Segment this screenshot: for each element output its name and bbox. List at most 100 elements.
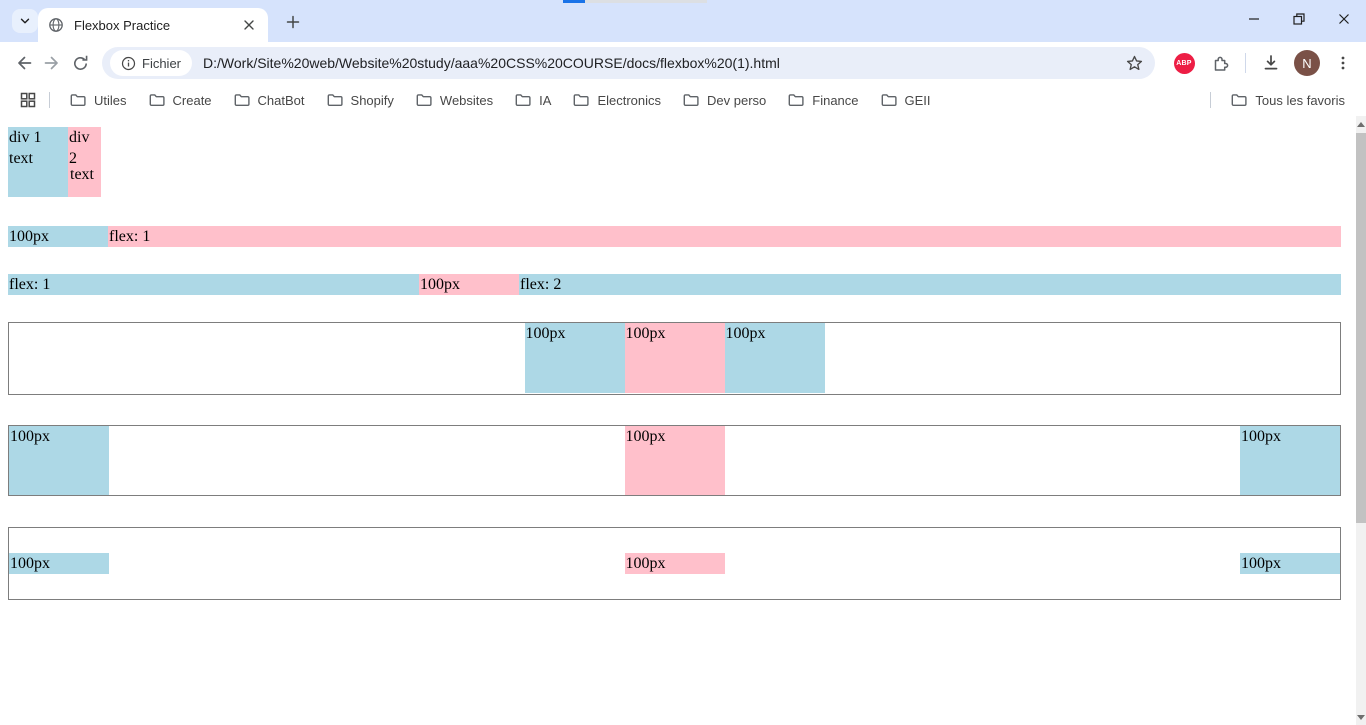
browser-toolbar: Fichier D:/Work/Site%20web/Website%20stu… [0,42,1366,84]
bookmark-label: GEII [904,92,931,108]
arrow-left-icon [14,53,34,73]
star-icon [1125,54,1144,73]
download-icon [1261,53,1281,73]
bookmark-label: Utiles [94,92,127,108]
toolbar-divider [1245,53,1246,73]
flex-demo-basic: div 1 text div 2 text [8,127,101,197]
bookmarks-divider [49,92,50,108]
toolbar-right: ABP N [1169,48,1358,78]
folder-icon [416,93,432,107]
bookmark-label: Create [172,92,212,108]
tab-title: Flexbox Practice [74,17,171,33]
address-bar[interactable]: Fichier D:/Work/Site%20web/Website%20stu… [102,47,1155,79]
profile-button[interactable]: N [1292,48,1322,78]
back-button[interactable] [10,49,38,77]
arrow-right-icon [42,53,62,73]
bookmark-folder-utiles[interactable]: Utiles [59,89,138,112]
menu-button[interactable] [1328,48,1358,78]
flex-item-grow2: flex: 2 [519,274,1341,295]
bookmark-folder-create[interactable]: Create [138,89,223,112]
flex-item: 100px [724,323,825,393]
title-bar: Flexbox Practice [0,0,1366,42]
globe-icon [48,17,64,33]
bookmark-label: Tous les favoris [1255,92,1345,108]
bookmark-star-button[interactable] [1121,50,1147,76]
bookmark-folder-shopify[interactable]: Shopify [316,89,405,112]
flex-demo-space-between-center: 100px 100px 100px [8,527,1341,600]
folder-icon [881,93,897,107]
folder-icon [70,93,86,107]
flex-item: 100px [9,426,109,495]
bookmarks-right: Tous les favoris [1201,89,1356,112]
flex-item-grow: flex: 1 [108,226,1341,247]
bookmark-folder-geii[interactable]: GEII [870,89,942,112]
flex-item-text: flex: 1 [9,276,51,293]
site-chip-label: Fichier [142,55,182,71]
abp-icon: ABP [1173,52,1195,74]
extensions-button[interactable] [1205,48,1235,78]
bookmark-folder-finance[interactable]: Finance [777,89,869,112]
scrollbar-down-button[interactable] [1356,709,1366,725]
all-bookmarks-folder[interactable]: Tous les favoris [1220,89,1356,112]
apps-grid-button[interactable] [16,88,40,112]
bookmark-label: ChatBot [257,92,305,108]
folder-icon [573,93,590,107]
page-content: div 1 text div 2 text 100px flex: 1 flex… [0,116,1366,725]
flex-item-grow1: flex: 1 [8,274,419,295]
flex-item: 100px [624,426,725,495]
flex-demo-grow-row2: flex: 1 100px flex: 2 [8,274,1341,295]
flex-item-text: 100px [10,555,50,572]
active-tab[interactable]: Flexbox Practice [38,8,268,42]
flex-item-text: 100px [625,428,666,445]
scrollbar-thumb[interactable] [1356,133,1366,523]
plus-icon [286,15,300,29]
flex-item-text: text [70,166,94,183]
flex-item: 100px [524,323,625,393]
forward-button[interactable] [38,49,66,77]
bookmark-folder-websites[interactable]: Websites [405,89,504,112]
triangle-down-icon [1357,715,1365,720]
url-text[interactable]: D:/Work/Site%20web/Website%20study/aaa%2… [203,55,780,71]
restore-icon [1290,10,1308,28]
top-accent-strip-grey [585,0,707,3]
bookmarks-bar: Utiles Create ChatBot Shopify Websites I… [0,84,1366,116]
bookmark-folder-electronics[interactable]: Electronics [562,89,672,112]
flex-item-text: 100px [625,555,666,572]
kebab-menu-icon [1335,55,1351,71]
flex-item: 100px [1240,426,1340,495]
flex-item: 100px [9,553,109,574]
close-window-button[interactable] [1321,0,1366,38]
tab-search-button[interactable] [12,9,38,33]
top-accent-strip-blue [563,0,585,3]
flex-demo-grow-row1: 100px flex: 1 [8,226,1341,247]
flex-item-text: flex: 2 [520,276,562,293]
bookmark-label: Shopify [350,92,394,108]
folder-icon [788,93,804,107]
close-icon [243,19,255,31]
bookmark-folder-ia[interactable]: IA [504,89,562,112]
bookmark-folder-chatbot[interactable]: ChatBot [223,89,316,112]
reload-button[interactable] [66,49,94,77]
folder-icon [149,93,165,107]
scrollbar-up-button[interactable] [1356,116,1366,132]
minimize-button[interactable] [1231,0,1276,38]
flex-demo-justify-center: 100px 100px 100px [8,322,1341,395]
flex-item-text: 100px [525,325,566,342]
flex-item-text: flex: 1 [109,228,151,245]
downloads-button[interactable] [1256,48,1286,78]
window-controls [1231,0,1366,38]
tab-close-button[interactable] [240,16,258,34]
minimize-icon [1245,10,1263,28]
flex-item-div2: div 2 text [68,127,101,197]
site-info-chip[interactable]: Fichier [110,50,193,76]
close-icon [1335,10,1353,28]
flex-item-fixed: 100px [8,226,108,247]
restore-button[interactable] [1276,0,1321,38]
folder-icon [234,93,250,107]
flex-item-div1: div 1 text [8,127,68,197]
bookmark-folder-dev-perso[interactable]: Dev perso [672,89,777,112]
adblock-extension-button[interactable]: ABP [1169,48,1199,78]
new-tab-button[interactable] [281,10,305,34]
scrollbar[interactable] [1356,116,1366,725]
